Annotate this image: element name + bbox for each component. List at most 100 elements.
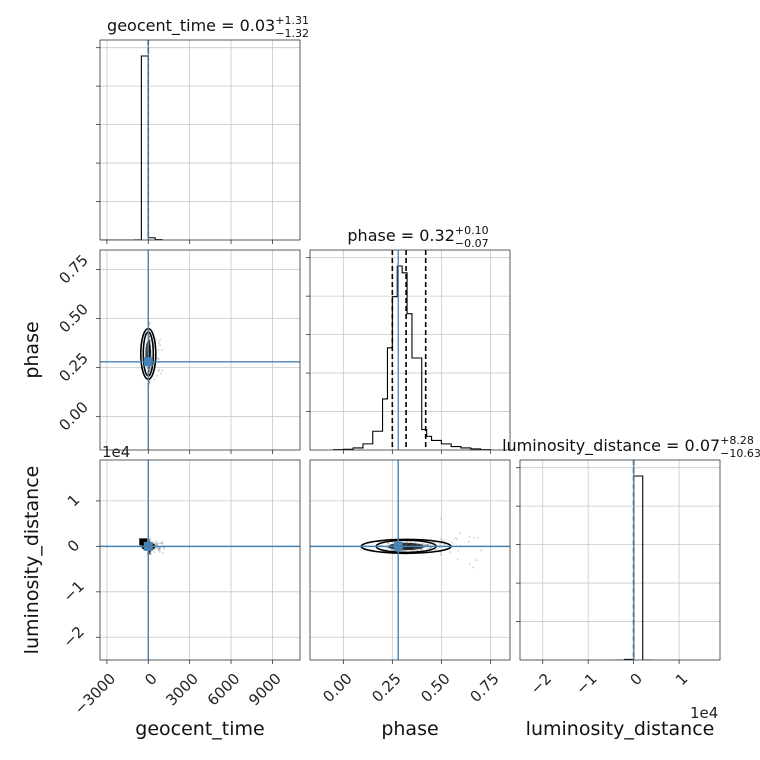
scatter-point [434,549,437,552]
scatter-point [149,538,151,540]
scatter-point [149,550,152,553]
title-eq: = [661,436,685,455]
scatter-point [163,547,165,550]
scatter-point [422,547,425,549]
scatter-point [359,548,362,551]
scatter-point [155,546,158,549]
scatter-point [148,322,150,325]
histogram-step [332,265,491,450]
x-tick-label: 0.00 [319,670,355,706]
scatter-point [153,548,155,551]
scatter-point [427,544,429,546]
scatter-point [427,543,429,546]
scatter-point [162,542,164,545]
scatter-point [154,338,157,341]
scatter-point [159,338,162,341]
title-minus: −0.07 [455,237,489,250]
scatter-point [385,548,388,551]
scatter-point [157,547,160,550]
scatter-point [416,549,418,552]
x-axis-label-phase: phase [381,718,438,740]
title-plus: +8.28 [720,434,754,447]
scatter-point [157,548,160,550]
scatter-point [387,542,389,544]
scatter-point [480,549,482,552]
scatter-point [148,339,150,341]
scatter-point [154,543,157,545]
scatter-point [148,339,150,342]
scatter-point [413,549,416,551]
title-minus: −10.63 [720,447,760,460]
scatter-point [372,549,374,551]
histogram-step [100,55,163,240]
scatter-point [148,539,151,541]
scatter-point [148,334,150,336]
scatter-point [417,549,419,552]
scatter-point [148,321,151,324]
scatter-point [149,550,151,553]
scatter-point [148,370,151,372]
scatter-point [159,547,162,550]
scatter-point [153,551,156,553]
y-tick-label: −1 [59,577,87,605]
scatter-point [155,542,158,544]
scatter-point [148,380,150,383]
scatter-point [158,368,160,371]
scatter-point [390,547,393,550]
scatter-point [467,541,470,543]
y-tick-label: 0.75 [55,251,91,287]
y-tick-label: −2 [59,623,87,651]
scatter-point [148,550,151,552]
scatter-point [439,551,442,553]
scatter-point [440,517,443,520]
scatter-point [413,548,416,551]
scatter-point [153,541,155,544]
scatter-point [430,547,432,549]
y-tick-label: 0.25 [55,349,91,385]
scatter-point [426,544,428,547]
scatter-point [412,550,415,553]
scatter-point [456,558,459,560]
scatter-point [148,552,150,554]
scatter-point [149,380,151,382]
scatter-point [148,552,151,555]
scatter-point [149,368,151,371]
scatter-point [163,546,165,549]
scatter-point [148,339,151,342]
x-tick-label: −1 [572,670,600,698]
scatter-point [440,538,443,540]
y-tick-label: 0 [64,536,83,555]
title-median: 0.07 [685,436,721,455]
scatter-point [160,542,162,544]
title-plus: +0.10 [455,224,489,237]
scatter-point [444,539,446,542]
y-axis-label-phase: phase [21,321,43,378]
histogram-geocent_time [100,40,163,240]
scatter-point [422,542,424,545]
x-tick-label: 0.50 [417,670,453,706]
histogram-phase [332,250,491,450]
frame-geocent_time-phase [99,249,301,451]
y-axis-label-luminosity_distance: luminosity_distance [21,466,43,655]
scatter-point [420,549,422,552]
scatter-point [153,378,156,381]
scatter-point [148,382,150,384]
scatter-point [154,547,157,550]
scatter-point [425,544,427,547]
panel-title-phase: phase = 0.32+0.10 [347,224,488,245]
scatter-point [477,537,480,539]
scatter-point [423,546,425,549]
scatter-point [161,369,163,372]
scatter-point [414,541,417,543]
scatter-point [418,543,421,545]
scatter-point [149,553,152,556]
title-name: phase [347,226,395,245]
scatter-point [159,344,161,346]
scatter-point [148,539,151,542]
scatter-point [424,544,426,547]
y-tick-label: 0.00 [55,398,91,434]
scatter-point [148,340,151,343]
scatter-point [454,537,457,540]
x-tick-label: 3000 [162,670,202,710]
